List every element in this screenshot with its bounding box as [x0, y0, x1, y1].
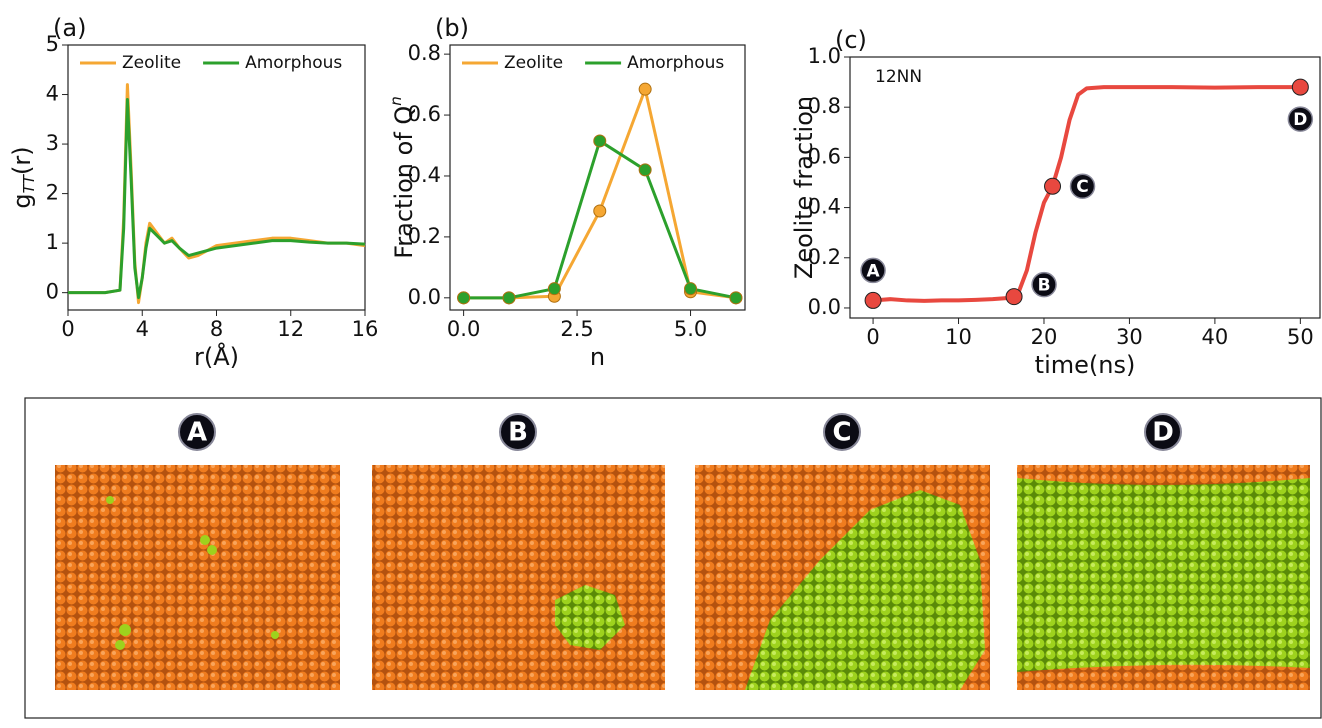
x-tick-label: 16	[352, 317, 379, 341]
x-tick-label: 50	[1287, 325, 1314, 349]
data-point	[1006, 289, 1022, 305]
x-tick-label: 20	[1031, 325, 1058, 349]
y-axis-label: gTT(r)	[8, 146, 38, 208]
data-point	[865, 292, 881, 308]
snapshot-c	[695, 465, 990, 690]
x-tick-label: 4	[136, 317, 149, 341]
y-tick-label: 3	[46, 131, 59, 155]
data-point	[503, 292, 515, 304]
data-point	[548, 283, 560, 295]
y-axis-label-text: Zeolite fraction	[790, 96, 818, 279]
legend-label: Amorphous	[627, 53, 724, 73]
data-point	[594, 135, 606, 147]
point-label: B	[1038, 276, 1051, 296]
y-tick-label: 1.0	[808, 44, 841, 68]
y-tick-label: 4	[46, 82, 59, 106]
panel-label: (b)	[435, 14, 469, 42]
x-axis-label: time(ns)	[1035, 351, 1136, 379]
y-axis-label-sup: n	[387, 96, 405, 106]
x-tick-label: 0	[61, 317, 74, 341]
snapshot-label: C	[832, 418, 851, 448]
data-line	[68, 99, 365, 297]
legend-label: Zeolite	[504, 53, 563, 73]
plot-frame	[450, 45, 745, 310]
data-point	[639, 164, 651, 176]
x-tick-label: 2.5	[560, 317, 593, 341]
x-tick-label: 5.0	[674, 317, 707, 341]
point-label: D	[1293, 110, 1307, 130]
snapshot-label: B	[508, 418, 528, 448]
x-tick-label: 8	[210, 317, 223, 341]
annotation: 12NN	[875, 67, 922, 87]
y-tick-label: 1	[46, 230, 59, 254]
y-tick-label: 0.0	[808, 295, 841, 319]
y-tick-label: 0.0	[408, 285, 441, 309]
y-tick-label: 0	[46, 280, 59, 304]
y-axis-label-text: Fraction of Q	[390, 106, 418, 259]
y-tick-label: 0.8	[408, 41, 441, 65]
data-point	[1045, 178, 1061, 194]
snapshot-label: A	[187, 418, 207, 448]
legend-label: Amorphous	[245, 53, 342, 73]
data-point	[730, 292, 742, 304]
x-axis-label: n	[590, 343, 605, 371]
point-label: A	[866, 261, 880, 281]
y-axis-label: Fraction of Qn	[387, 96, 419, 259]
data-point	[639, 83, 651, 95]
data-point	[594, 205, 606, 217]
legend-label: Zeolite	[122, 53, 181, 73]
y-axis-label-end: (r)	[8, 146, 36, 175]
data-point	[1292, 79, 1308, 95]
figure: (a)0481216012345r(Å)gTT(r)ZeoliteAmorpho…	[0, 0, 1322, 724]
plot-frame	[68, 45, 365, 310]
snapshot-a	[55, 465, 340, 690]
data-point	[685, 283, 697, 295]
x-axis-label: r(Å)	[194, 342, 239, 371]
data-line	[68, 85, 365, 303]
x-tick-label: 0	[866, 325, 879, 349]
y-axis-label-text: g	[8, 193, 36, 208]
x-tick-label: 10	[945, 325, 972, 349]
snapshot-b	[372, 465, 665, 690]
y-tick-label: 5	[46, 32, 59, 56]
y-axis-label: Zeolite fraction	[790, 96, 818, 279]
x-tick-label: 0.0	[447, 317, 480, 341]
point-label: C	[1076, 177, 1088, 197]
y-tick-label: 2	[46, 181, 59, 205]
x-tick-label: 40	[1202, 325, 1229, 349]
data-line	[464, 89, 736, 298]
x-tick-label: 30	[1116, 325, 1143, 349]
x-tick-label: 12	[277, 317, 304, 341]
data-point	[458, 292, 470, 304]
data-line	[464, 141, 736, 298]
snapshot-d	[1017, 465, 1310, 690]
y-axis-label-sub: TT	[20, 173, 38, 193]
snapshot-label: D	[1152, 418, 1174, 448]
